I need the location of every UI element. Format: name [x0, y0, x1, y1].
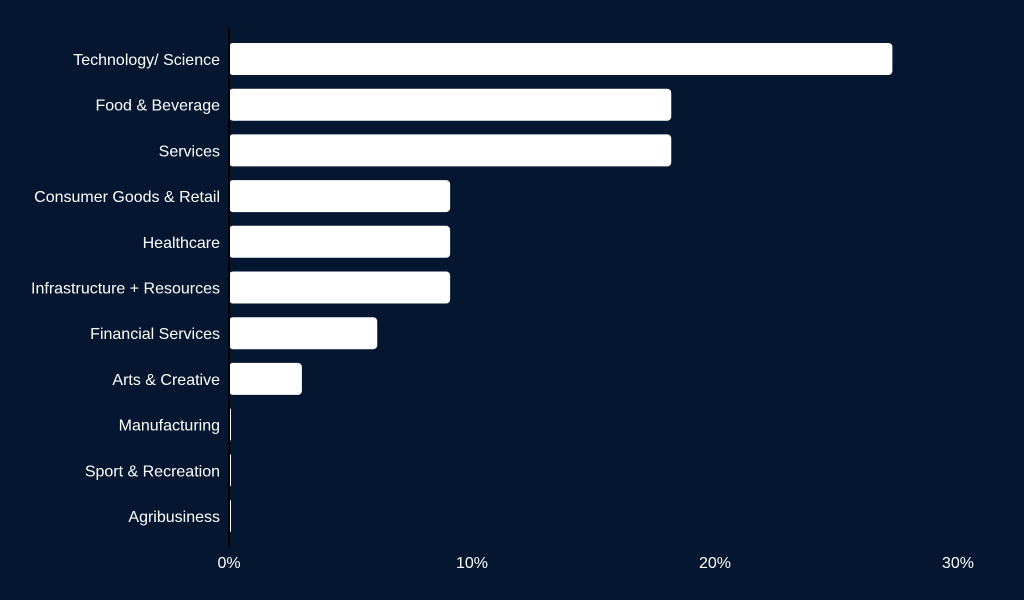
- x-tick-label: 0%: [217, 555, 240, 572]
- bar: [229, 88, 672, 121]
- category-label: Financial Services: [90, 326, 220, 343]
- category-label: Consumer Goods & Retail: [34, 189, 220, 206]
- category-label: Manufacturing: [119, 418, 220, 435]
- category-label: Healthcare: [143, 235, 220, 252]
- bar: [229, 317, 378, 350]
- category-label: Food & Beverage: [95, 98, 220, 115]
- x-tick-label: 10%: [456, 555, 488, 572]
- bar: [229, 43, 893, 75]
- bar: [229, 271, 451, 304]
- x-tick-labels: 0% 10% 20% 30%: [217, 555, 974, 572]
- category-label: Services: [159, 143, 220, 160]
- category-label: Sport & Recreation: [85, 463, 220, 480]
- category-label: Technology/ Science: [73, 52, 220, 69]
- bars-layer: [229, 43, 893, 532]
- category-labels: Technology/ Science Food & Beverage Servic…: [31, 52, 220, 526]
- category-label: Arts & Creative: [112, 372, 220, 389]
- bar: [229, 225, 451, 258]
- category-label: Agribusiness: [128, 509, 220, 526]
- category-label: Infrastructure + Resources: [31, 281, 220, 298]
- x-tick-label: 30%: [942, 555, 974, 572]
- x-tick-label: 20%: [699, 555, 731, 572]
- bar: [229, 362, 302, 395]
- bar: [229, 180, 451, 213]
- bar: [229, 134, 672, 167]
